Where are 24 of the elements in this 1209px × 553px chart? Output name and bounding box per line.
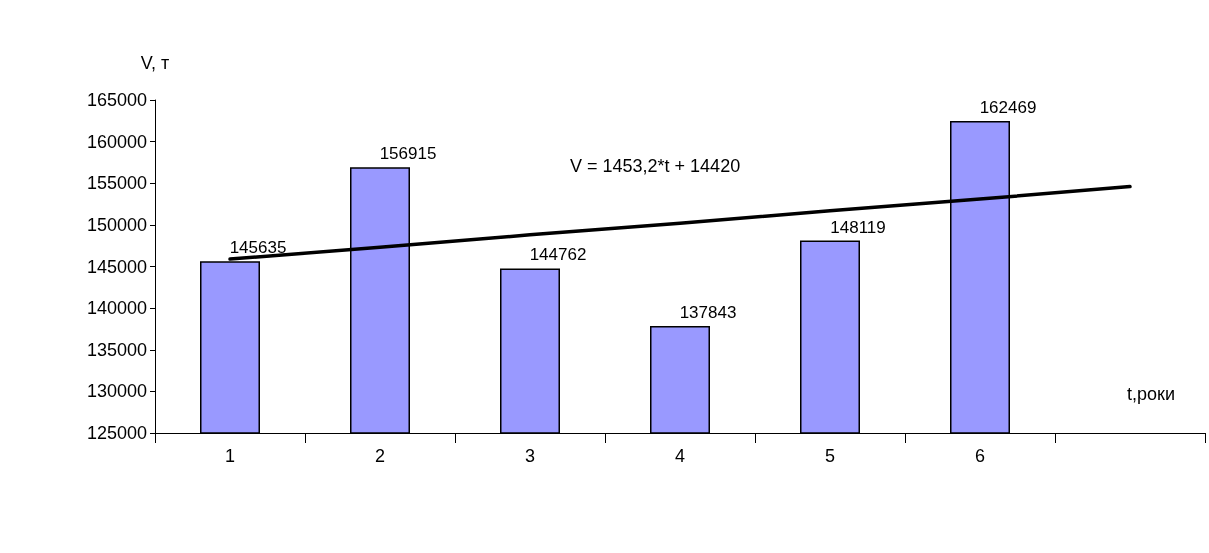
- y-tick-label: 125000: [86, 423, 147, 443]
- x-tick-label: 3: [524, 446, 536, 466]
- data-label: 148119: [830, 217, 886, 237]
- y-axis-title: V, т: [140, 53, 170, 73]
- data-label: 137843: [679, 303, 737, 323]
- data-label: 144762: [529, 245, 587, 265]
- data-label: 156915: [379, 144, 437, 164]
- y-tick-label: 155000: [86, 173, 147, 194]
- x-tick-label: 2: [374, 446, 386, 466]
- y-tick-label: 145000: [86, 256, 147, 277]
- x-tick-label: 6: [974, 446, 986, 466]
- y-tick-label: 160000: [86, 131, 147, 152]
- data-label: 145635: [229, 238, 287, 258]
- data-label: 162469: [979, 98, 1037, 118]
- y-tick-label: 135000: [86, 339, 147, 360]
- y-tick-label: 165000: [86, 90, 147, 110]
- y-tick-label: 130000: [86, 381, 147, 402]
- annotation: V = 1453,2*t + 14420: [570, 156, 741, 176]
- y-tick-label: 150000: [86, 214, 147, 235]
- x-tick-label: 1: [224, 446, 236, 466]
- y-tick-label: 140000: [86, 298, 147, 319]
- x-tick-label: 5: [824, 446, 836, 466]
- x-tick-label: 4: [674, 446, 686, 466]
- x-axis-title: t,роки: [1127, 384, 1175, 404]
